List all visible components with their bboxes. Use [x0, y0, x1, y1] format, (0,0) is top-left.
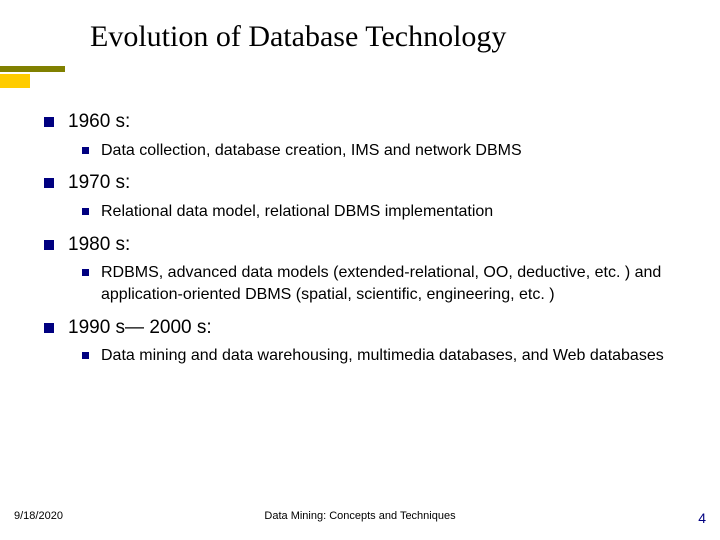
bullet-icon — [82, 208, 89, 215]
section-item: Data collection, database creation, IMS … — [82, 140, 700, 162]
heading-text: 1960 s: — [68, 110, 130, 134]
section-item: Relational data model, relational DBMS i… — [82, 201, 700, 223]
content-area: 1960 s: Data collection, database creati… — [44, 100, 700, 371]
footer-date: 9/18/2020 — [14, 510, 63, 522]
section-item: RDBMS, advanced data models (extended-re… — [82, 262, 700, 305]
slide: Evolution of Database Technology 1960 s:… — [0, 0, 720, 540]
heading-text: 1970 s: — [68, 171, 130, 195]
heading-text: 1990 s— 2000 s: — [68, 316, 212, 340]
bullet-icon — [82, 147, 89, 154]
section-heading: 1980 s: — [44, 233, 700, 257]
bullet-icon — [44, 240, 54, 250]
footer-center: Data Mining: Concepts and Techniques — [264, 510, 455, 522]
bullet-icon — [82, 269, 89, 276]
section-heading: 1990 s— 2000 s: — [44, 316, 700, 340]
item-text: RDBMS, advanced data models (extended-re… — [101, 262, 700, 305]
item-text: Data mining and data warehousing, multim… — [101, 345, 664, 367]
footer-page-number: 4 — [698, 510, 706, 526]
item-text: Data collection, database creation, IMS … — [101, 140, 522, 162]
section-item: Data mining and data warehousing, multim… — [82, 345, 700, 367]
accent-bar-long — [0, 66, 65, 72]
bullet-icon — [82, 352, 89, 359]
footer: 9/18/2020 Data Mining: Concepts and Tech… — [0, 510, 720, 530]
heading-text: 1980 s: — [68, 233, 130, 257]
bullet-icon — [44, 178, 54, 188]
bullet-icon — [44, 323, 54, 333]
item-text: Relational data model, relational DBMS i… — [101, 201, 493, 223]
title-area: Evolution of Database Technology — [90, 20, 690, 54]
bullet-icon — [44, 117, 54, 127]
section-heading: 1970 s: — [44, 171, 700, 195]
section-heading: 1960 s: — [44, 110, 700, 134]
slide-title: Evolution of Database Technology — [90, 20, 690, 54]
accent-bar-short — [0, 74, 30, 88]
